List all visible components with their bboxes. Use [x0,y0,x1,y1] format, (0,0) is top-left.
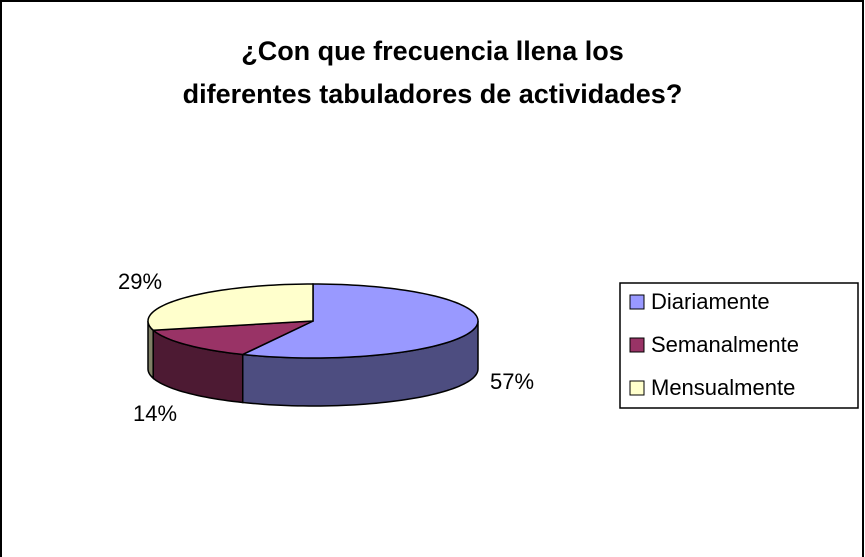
pie-slice [240,283,479,359]
legend-box [619,282,859,409]
data-label: 29% [118,269,162,294]
legend-swatch [629,337,645,353]
data-label: 14% [133,401,177,426]
legend-label: Semanalmente [651,332,799,357]
legend-swatch [629,294,645,310]
pie-slice [151,320,314,356]
legend-label: Diariamente [651,289,770,314]
pie-slice [147,283,314,331]
legend-swatch [629,380,645,396]
legend-label: Mensualmente [651,375,795,400]
chart-title: ¿Con que frecuencia llena los diferentes… [182,36,683,109]
data-label: 57% [490,369,534,394]
